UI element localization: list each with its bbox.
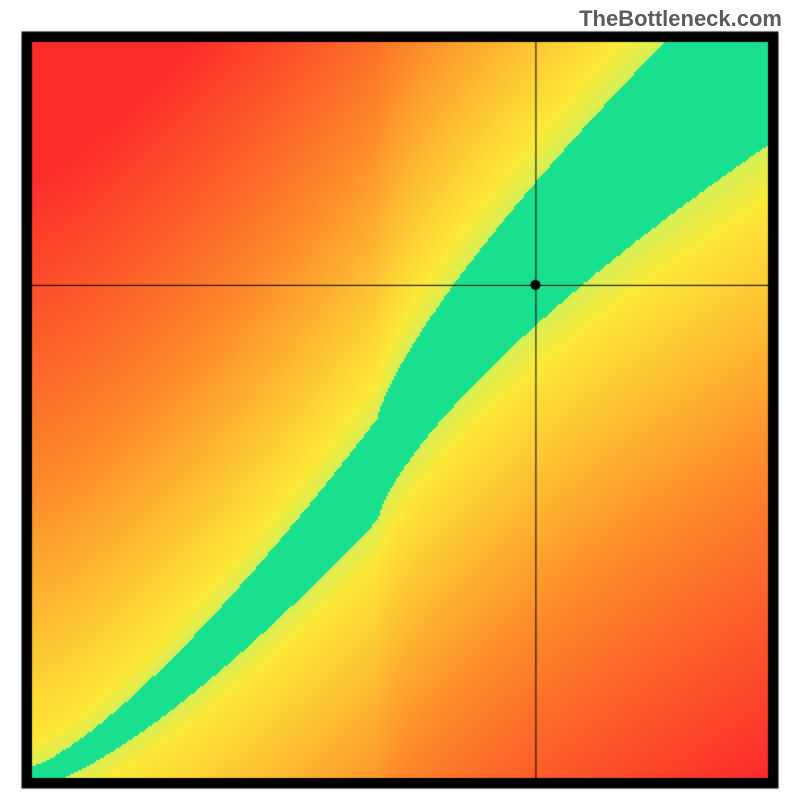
chart-container: TheBottleneck.com bbox=[0, 0, 800, 800]
heatmap-canvas bbox=[0, 0, 800, 800]
watermark-text: TheBottleneck.com bbox=[579, 6, 782, 32]
